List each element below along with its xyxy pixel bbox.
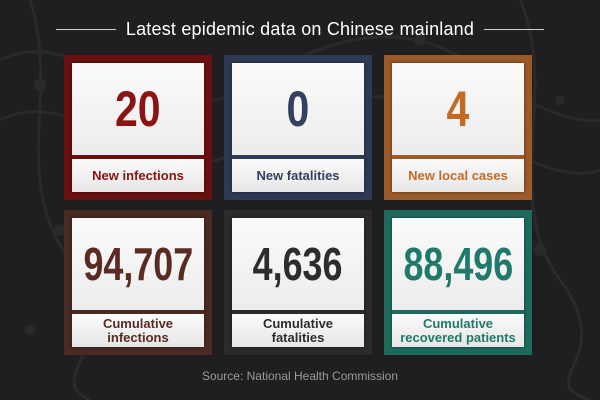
card-cumulative-infections: 94,707 Cumulative infections	[64, 210, 212, 355]
source-note: Source: National Health Commission	[201, 369, 399, 383]
stat-value: 0	[286, 81, 310, 137]
stat-label: Cumulative fatalities	[262, 315, 334, 345]
card-new-infections: 20 New infections	[64, 55, 212, 200]
stat-label: Cumulative infections	[102, 315, 174, 345]
page-title: Latest epidemic data on Chinese mainland	[125, 18, 475, 39]
stat-label: New infections	[92, 167, 184, 183]
stat-value: 88,496	[403, 238, 513, 290]
header: Latest epidemic data on Chinese mainland	[0, 14, 600, 44]
card-cumulative-recovered: 88,496 Cumulative recovered patients	[384, 210, 532, 355]
stat-value: 20	[115, 81, 161, 137]
stat-label: Cumulative recovered patients	[400, 315, 516, 345]
stat-label: New fatalities	[256, 167, 340, 183]
card-new-fatalities: 0 New fatalities	[224, 55, 372, 200]
stat-label: New local cases	[408, 167, 508, 183]
card-new-local-cases: 4 New local cases	[384, 55, 532, 200]
title-left-rule	[55, 28, 116, 30]
stat-value: 4,636	[253, 238, 343, 290]
stat-value: 4	[446, 81, 470, 137]
card-cumulative-fatalities: 4,636 Cumulative fatalities	[224, 210, 372, 355]
title-right-rule	[484, 28, 545, 30]
stat-value: 94,707	[83, 238, 193, 290]
